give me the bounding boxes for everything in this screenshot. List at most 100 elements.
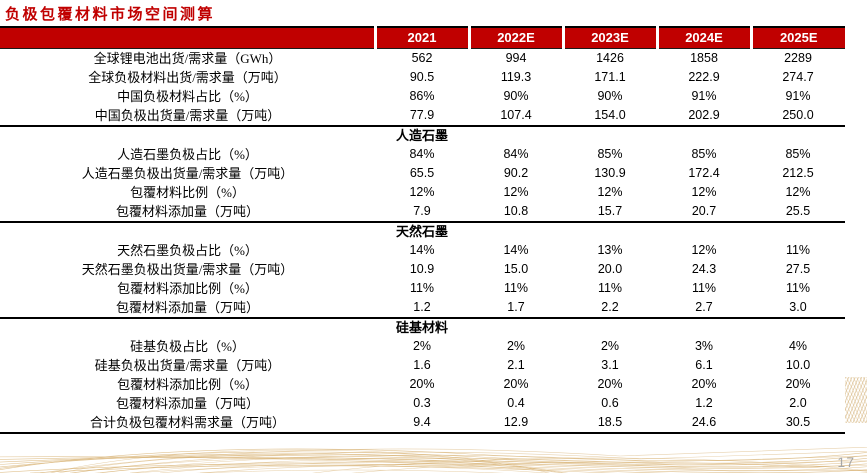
- row-label: 天然石墨负极占比（%）: [117, 243, 258, 258]
- cell-value: 90.2: [503, 166, 529, 180]
- cell-value: 20%: [597, 377, 623, 391]
- row-label: 中国负极出货量/需求量（万吨）: [94, 108, 281, 123]
- cell-empty: [657, 318, 751, 337]
- row-label: 人造石墨负极出货量/需求量（万吨）: [81, 166, 294, 181]
- cell-empty: [563, 318, 657, 337]
- table-row: 硅基负极占比（%） 2% 2% 2% 3% 4%: [0, 337, 845, 356]
- table-row: 包覆材料添加比例（%） 20% 20% 20% 20% 20%: [0, 375, 845, 394]
- cell-value: 12%: [597, 185, 623, 199]
- table-row: 包覆材料添加量（万吨） 1.2 1.7 2.2 2.7 3.0: [0, 298, 845, 318]
- cell-value: 20%: [785, 377, 811, 391]
- cell-empty: [751, 318, 845, 337]
- cell-value: 20%: [409, 377, 435, 391]
- cell-value: 27.5: [785, 262, 811, 276]
- cell-value: 90%: [503, 89, 529, 103]
- cell-value: 154.0: [594, 108, 626, 122]
- cell-value: 30.5: [785, 415, 811, 429]
- cell-value: 274.7: [782, 70, 814, 84]
- bottom-swirl-decoration: [0, 446, 867, 473]
- cell-value: 994: [505, 51, 527, 65]
- table-row: 中国负极出货量/需求量（万吨） 77.9 107.4 154.0 202.9 250.0: [0, 106, 845, 126]
- cell-value: 85%: [597, 147, 623, 161]
- cell-value: 2%: [600, 339, 620, 353]
- cell-value: 12%: [785, 185, 811, 199]
- section-title: 天然石墨: [395, 224, 448, 239]
- table-row: 全球锂电池出货/需求量（GWh） 562 994 1426 1858 2289: [0, 49, 845, 69]
- cell-value: 84%: [503, 147, 529, 161]
- table-header-row: 2021 2022E 2023E 2024E 2025E: [0, 27, 845, 49]
- col-header-2024e: 2024E: [655, 27, 751, 49]
- cell-value: 84%: [409, 147, 435, 161]
- row-label: [0, 318, 375, 337]
- row-label: [0, 222, 375, 241]
- cell-empty: [469, 222, 563, 241]
- cell-value: 0.6: [601, 396, 619, 410]
- right-edge-gold-decoration: [845, 377, 867, 423]
- cell-value: 20%: [503, 377, 529, 391]
- cell-value: 24.3: [691, 262, 717, 276]
- cell-value: 24.6: [691, 415, 717, 429]
- row-label: [0, 126, 375, 145]
- cell-value: 15.0: [503, 262, 529, 276]
- cell-value: 2.1: [507, 358, 525, 372]
- row-label: 中国负极材料占比（%）: [117, 89, 258, 104]
- cell-value: 13%: [597, 243, 623, 257]
- cell-value: 172.4: [688, 166, 720, 180]
- table-row: 包覆材料添加比例（%） 11% 11% 11% 11% 11%: [0, 279, 845, 298]
- cell-value: 11%: [785, 243, 811, 257]
- cell-value: 1858: [690, 51, 718, 65]
- cell-value: 11%: [691, 281, 717, 295]
- table-row: 中国负极材料占比（%） 86% 90% 90% 91% 91%: [0, 87, 845, 106]
- col-header-2025e: 2025E: [749, 27, 845, 49]
- cell-empty: [657, 222, 751, 241]
- cell-value: 2.0: [789, 396, 807, 410]
- cell-value: 85%: [785, 147, 811, 161]
- cell-value: 20.0: [597, 262, 623, 276]
- row-label: 包覆材料添加比例（%）: [117, 377, 258, 392]
- col-header-2022e: 2022E: [467, 27, 563, 49]
- cell-empty: [563, 222, 657, 241]
- section-title: 人造石墨: [395, 128, 448, 143]
- row-label: 包覆材料比例（%）: [130, 185, 245, 200]
- cell-value: 4%: [788, 339, 808, 353]
- cell-value: 10.8: [503, 204, 529, 218]
- cell-value: 2%: [506, 339, 526, 353]
- cell-value: 2%: [412, 339, 432, 353]
- cell-value: 119.3: [500, 70, 532, 84]
- row-label: 包覆材料添加量（万吨）: [115, 396, 259, 411]
- table-row: 合计负极包覆材料需求量（万吨） 9.4 12.9 18.5 24.6 30.5: [0, 413, 845, 433]
- table-row: 天然石墨负极占比（%） 14% 14% 13% 12% 11%: [0, 241, 845, 260]
- cell-value: 2.7: [695, 300, 713, 314]
- cell-value: 25.5: [785, 204, 811, 218]
- table-row: 包覆材料比例（%） 12% 12% 12% 12% 12%: [0, 183, 845, 202]
- cell-value: 12%: [691, 243, 717, 257]
- row-label: 人造石墨负极占比（%）: [117, 147, 258, 162]
- cell-value: 11%: [785, 281, 811, 295]
- table-row: 包覆材料添加量（万吨） 7.9 10.8 15.7 20.7 25.5: [0, 202, 845, 222]
- cell-value: 3.0: [789, 300, 807, 314]
- cell-value: 562: [411, 51, 433, 65]
- section-title: 硅基材料: [395, 320, 448, 335]
- col-header-2023e: 2023E: [561, 27, 657, 49]
- cell-value: 3.1: [601, 358, 619, 372]
- cell-value: 6.1: [695, 358, 713, 372]
- cell-value: 91%: [691, 89, 717, 103]
- cell-value: 1.6: [413, 358, 431, 372]
- table-row: 硅基负极出货量/需求量（万吨） 1.6 2.1 3.1 6.1 10.0: [0, 356, 845, 375]
- market-estimation-table: 2021 2022E 2023E 2024E 2025E 全球锂电池出货/需求量…: [0, 26, 845, 434]
- cell-empty: [469, 126, 563, 145]
- table-row: 全球负极材料出货/需求量（万吨） 90.5 119.3 171.1 222.9 274.7: [0, 68, 845, 87]
- section-header-row: 硅基材料: [0, 318, 845, 337]
- cell-value: 20%: [691, 377, 717, 391]
- cell-value: 9.4: [413, 415, 431, 429]
- page-number: 17: [837, 454, 855, 470]
- cell-value: 12%: [409, 185, 435, 199]
- cell-value: 1426: [596, 51, 624, 65]
- row-label: 天然石墨负极出货量/需求量（万吨）: [81, 262, 294, 277]
- row-label: 硅基负极出货量/需求量（万吨）: [94, 358, 281, 373]
- cell-value: 90%: [597, 89, 623, 103]
- table-row: 包覆材料添加量（万吨） 0.3 0.4 0.6 1.2 2.0: [0, 394, 845, 413]
- cell-value: 171.1: [594, 70, 626, 84]
- cell-empty: [751, 222, 845, 241]
